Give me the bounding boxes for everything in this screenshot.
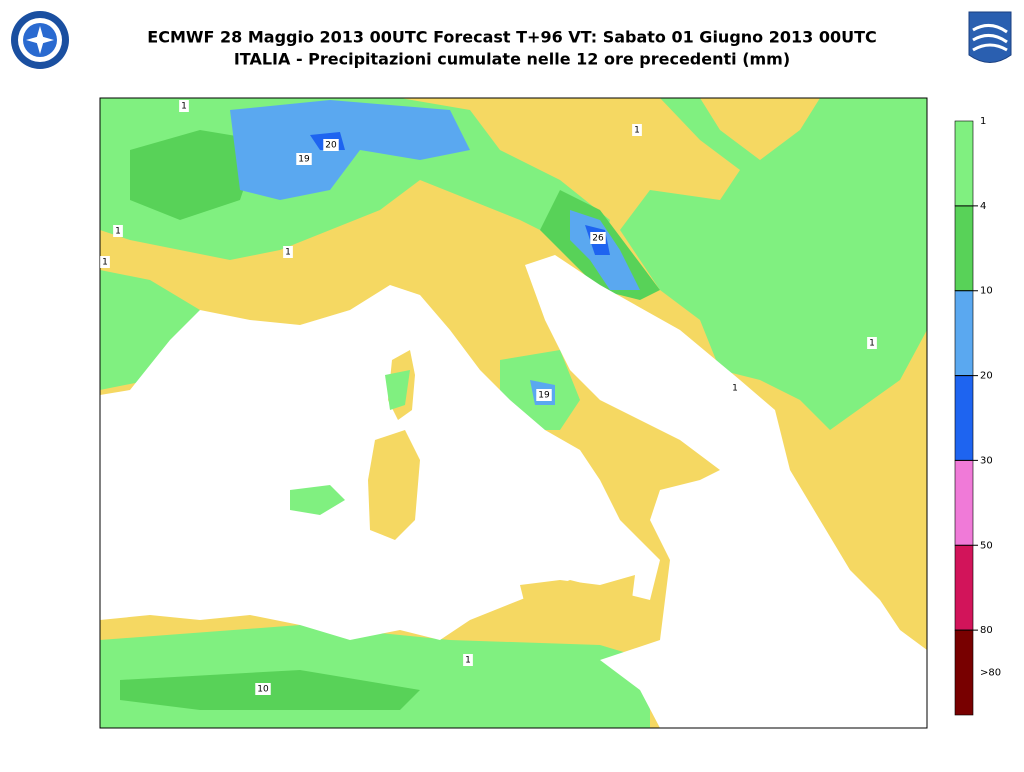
contour-label-box <box>113 225 123 237</box>
legend-swatch <box>954 629 974 716</box>
legend-swatch <box>954 120 974 207</box>
legend-label: 30 <box>980 455 993 466</box>
contour-label-text: 1 <box>115 227 121 237</box>
legend-label: 50 <box>980 540 993 551</box>
legend-label: 80 <box>980 625 993 636</box>
subtitle: ITALIA - Precipitazioni cumulate nelle 1… <box>234 50 790 69</box>
contour-label: 19 <box>536 389 552 401</box>
contour-label-box <box>179 100 189 112</box>
contour-label-box <box>536 389 552 401</box>
contour-label-box <box>100 256 110 268</box>
contour-label: 1 <box>632 124 642 136</box>
contour-label: 20 <box>323 139 339 151</box>
contour-label-text: 20 <box>325 141 337 151</box>
contour-label-text: 1 <box>102 258 108 268</box>
legend-label: 1 <box>980 116 986 127</box>
map <box>99 97 928 729</box>
legend-label: >80 <box>980 668 1001 679</box>
contour-label-text: 26 <box>592 234 604 244</box>
title: ECMWF 28 Maggio 2013 00UTC Forecast T+96… <box>147 28 876 47</box>
legend: 1 4 10 20 30 50 80 >80 <box>954 116 1001 716</box>
contour-label: 1 <box>100 256 110 268</box>
contour-label: 1 <box>113 225 123 237</box>
contour-label: 1 <box>867 337 877 349</box>
contour-label-box <box>296 153 312 165</box>
legend-swatch <box>954 544 974 631</box>
contour-label-text: 1 <box>465 656 471 666</box>
contour-label-box <box>632 124 642 136</box>
contour-label-text: 1 <box>634 126 640 136</box>
contour-label: 10 <box>255 683 271 695</box>
contour-label-box <box>323 139 339 151</box>
contour-label-box <box>590 232 606 244</box>
legend-swatch <box>954 460 974 546</box>
contour-label-text: 1 <box>181 102 187 112</box>
right-logo <box>968 11 1012 63</box>
contour-label-box <box>255 683 271 695</box>
legend-label: 10 <box>980 286 993 297</box>
contour-label-box <box>463 654 473 666</box>
contour-label-text: 1 <box>732 384 738 394</box>
legend-swatch <box>954 375 974 461</box>
contour-label-text: 10 <box>257 685 269 695</box>
contour-label-box <box>867 337 877 349</box>
contour-label: 26 <box>590 232 606 244</box>
contour-label: 1 <box>283 246 293 258</box>
contour-label: 1 <box>179 100 189 112</box>
contour-label: 1 <box>463 654 473 666</box>
left-logo <box>11 11 69 69</box>
contour-label-text: 1 <box>869 339 875 349</box>
legend-swatch <box>954 290 974 376</box>
contour-label-text: 19 <box>538 391 550 401</box>
contour-label-text: 19 <box>298 155 310 165</box>
contour-label-box <box>730 382 740 394</box>
contour-label-text: 1 <box>285 248 291 258</box>
legend-swatch <box>954 205 974 292</box>
legend-label: 4 <box>980 201 986 212</box>
contour-label: 1 <box>730 382 740 394</box>
legend-label: 20 <box>980 371 993 382</box>
contour-label-box <box>283 246 293 258</box>
contour-label: 19 <box>296 153 312 165</box>
